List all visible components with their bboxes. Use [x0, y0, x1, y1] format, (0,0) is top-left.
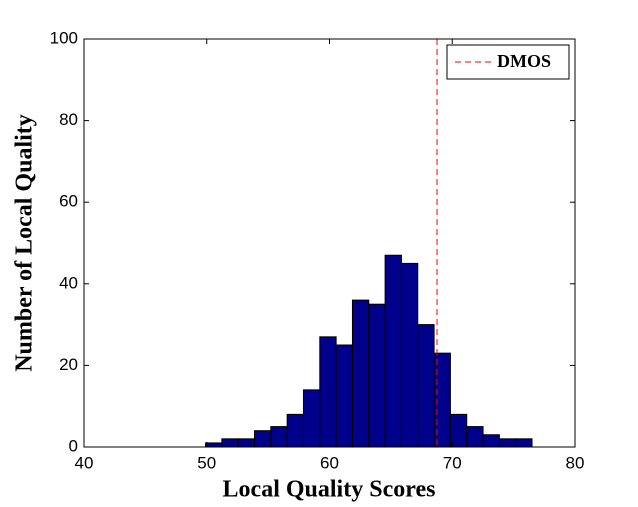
bar	[302, 389, 321, 448]
x-tick-label: 80	[566, 453, 585, 472]
y-tick-label: 40	[59, 273, 78, 292]
x-tick-label: 60	[320, 453, 339, 472]
bar	[205, 442, 223, 448]
bar	[466, 426, 484, 448]
bar	[335, 344, 353, 448]
bar	[237, 438, 255, 448]
y-tick-label: 100	[50, 28, 78, 47]
bar	[286, 413, 304, 448]
x-tick-label: 70	[443, 453, 462, 472]
bar	[368, 303, 386, 448]
bar	[498, 438, 517, 448]
y-tick-label: 60	[59, 192, 78, 211]
bar	[449, 413, 468, 448]
x-tick-label: 50	[197, 453, 216, 472]
bar	[482, 434, 500, 448]
bar	[253, 430, 272, 448]
bar	[400, 262, 419, 448]
bar	[515, 438, 533, 448]
y-tick-label: 80	[59, 110, 78, 129]
y-tick-label: 20	[59, 355, 78, 374]
bar	[319, 336, 337, 448]
bar	[270, 426, 288, 448]
bar	[351, 299, 370, 448]
bar	[221, 438, 239, 448]
y-axis-label: Number of Local Quality	[12, 114, 38, 372]
legend-label: DMOS	[497, 51, 551, 71]
x-axis-label: Local Quality Scores	[223, 477, 436, 503]
x-tick-label: 40	[75, 453, 94, 472]
bar	[384, 254, 402, 448]
bar	[417, 324, 435, 448]
y-tick-label: 0	[69, 436, 78, 455]
